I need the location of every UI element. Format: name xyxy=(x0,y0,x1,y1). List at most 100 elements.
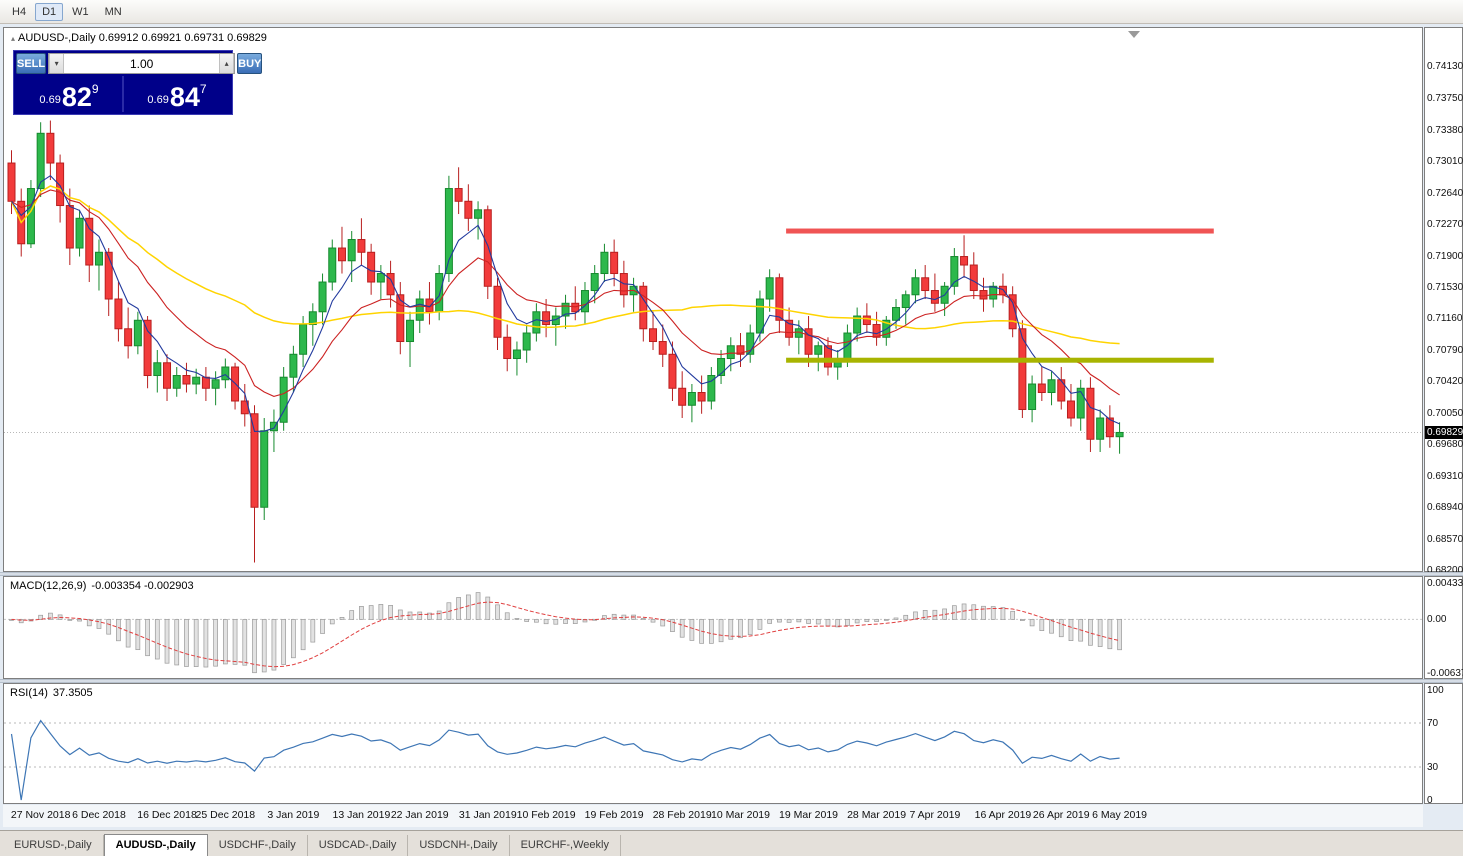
sell-price-big-digits: 82 xyxy=(61,82,92,112)
volume-spinner-down-icon[interactable]: ▾ xyxy=(49,54,65,73)
rsi-value: 37.3505 xyxy=(52,687,93,699)
chart-ohlc-values: 0.69912 0.69921 0.69731 0.69829 xyxy=(98,32,267,44)
rsi-axis[interactable]: 100 70 30 0 xyxy=(1424,683,1463,806)
moving-average-45 xyxy=(10,185,1120,345)
date-axis-label: 27 Nov 2018 xyxy=(10,809,71,821)
macd-axis[interactable]: 0.004331 0.00 -0.006371 xyxy=(1424,576,1463,679)
sell-price-display[interactable]: 0.69 82 9 xyxy=(16,76,122,112)
volume-input[interactable] xyxy=(64,54,220,73)
rsi-label: RSI(14) 37.3505 xyxy=(10,687,93,699)
timeframe-button-w1[interactable]: W1 xyxy=(65,3,96,21)
candlestick-series xyxy=(7,120,1124,563)
one-click-trading-panel: SELL ▾ ▴ BUY 0.69 82 9 0.69 84 7 xyxy=(13,50,263,115)
moving-average-13 xyxy=(11,189,1120,397)
price-axis-label: 0.69310 xyxy=(1427,470,1463,482)
timeframe-toolbar: H4 D1 W1 MN xyxy=(0,0,1463,24)
date-axis-label: 10 Feb 2019 xyxy=(516,809,576,821)
macd-axis-label: 0.00 xyxy=(1427,614,1447,626)
date-axis[interactable]: 27 Nov 2018 6 Dec 2018 16 Dec 2018 25 Dec 2… xyxy=(3,805,1423,827)
timeframe-button-h4[interactable]: H4 xyxy=(5,3,33,21)
buy-price-big-digits: 84 xyxy=(169,82,200,112)
chart-tab-eurusd[interactable]: EURUSD-,Daily xyxy=(3,835,104,856)
trade-controls-row: SELL ▾ ▴ BUY xyxy=(16,53,263,74)
panel-splitter[interactable] xyxy=(0,572,1463,576)
chart-tab-bar: EURUSD-,Daily AUDUSD-,Daily USDCHF-,Daily U… xyxy=(0,830,1463,856)
date-axis-label: 22 Jan 2019 xyxy=(390,809,449,821)
date-axis-label: 6 May 2019 xyxy=(1092,809,1148,821)
chart-tab-usdchf[interactable]: USDCHF-,Daily xyxy=(208,835,308,856)
rsi-panel: RSI(14) 37.3505 xyxy=(3,683,1423,804)
price-axis-label: 0.68940 xyxy=(1427,502,1463,514)
volume-control: ▾ ▴ xyxy=(48,53,236,74)
price-axis-label: 0.70790 xyxy=(1427,344,1463,356)
date-axis-label: 28 Feb 2019 xyxy=(652,809,712,821)
date-axis-label: 25 Dec 2018 xyxy=(195,809,256,821)
current-price-tag: 0.69829 xyxy=(1425,425,1463,439)
macd-values: -0.003354 -0.002903 xyxy=(91,580,194,592)
date-axis-label: 19 Feb 2019 xyxy=(584,809,644,821)
price-axis-label: 0.74130 xyxy=(1427,61,1463,72)
buy-price-prefix: 0.69 xyxy=(147,94,169,106)
timeframe-button-d1[interactable]: D1 xyxy=(35,2,64,21)
price-axis-label: 0.72640 xyxy=(1427,187,1463,199)
price-axis-label: 0.69680 xyxy=(1427,439,1463,451)
rsi-axis-label: 0 xyxy=(1427,795,1433,806)
date-axis-label: 28 Mar 2019 xyxy=(847,809,907,821)
macd-canvas[interactable] xyxy=(4,577,1422,678)
collapse-panel-icon[interactable]: ▴ xyxy=(11,34,16,43)
volume-spinner-up-icon[interactable]: ▴ xyxy=(219,54,235,73)
main-chart-panel: ▴ AUDUSD-,Daily 0.69912 0.69921 0.69731 0… xyxy=(3,27,1423,572)
price-axis-label: 0.73380 xyxy=(1427,124,1463,136)
price-axis-label: 0.68200 xyxy=(1427,564,1463,576)
price-axis[interactable]: 0.74130 0.73750 0.73380 0.73010 0.72640 0.722… xyxy=(1424,27,1463,576)
price-axis-label: 0.73010 xyxy=(1427,156,1463,168)
date-axis-label: 16 Apr 2019 xyxy=(974,809,1032,821)
date-axis-label: 3 Jan 2019 xyxy=(267,809,320,821)
chart-symbol-label: AUDUSD-,Daily xyxy=(18,32,96,44)
price-axis-label: 0.72270 xyxy=(1427,219,1463,231)
price-axis-label: 0.70420 xyxy=(1427,376,1463,388)
macd-axis-label: 0.004331 xyxy=(1427,578,1463,589)
panel-splitter[interactable] xyxy=(0,679,1463,683)
rsi-line xyxy=(10,719,1120,801)
price-axis-label: 0.70050 xyxy=(1427,407,1463,419)
date-axis-label: 26 Apr 2019 xyxy=(1032,809,1090,821)
chart-tab-usdcad[interactable]: USDCAD-,Daily xyxy=(308,835,409,856)
support-line[interactable] xyxy=(786,357,1214,363)
date-axis-label: 10 Mar 2019 xyxy=(711,809,770,821)
chart-tab-eurchf[interactable]: EURCHF-,Weekly xyxy=(510,835,621,856)
sell-button[interactable]: SELL xyxy=(16,53,47,74)
chart-shift-marker-icon[interactable] xyxy=(1128,31,1140,38)
chart-tab-usdcnh[interactable]: USDCNH-,Daily xyxy=(408,835,510,856)
rsi-axis-label: 100 xyxy=(1427,685,1444,696)
macd-signal-line xyxy=(11,601,1120,668)
date-axis-label: 16 Dec 2018 xyxy=(137,809,197,821)
macd-label: MACD(12,26,9) -0.003354 -0.002903 xyxy=(10,580,194,592)
chart-tab-audusd[interactable]: AUDUSD-,Daily xyxy=(103,834,208,856)
rsi-axis-label: 70 xyxy=(1427,718,1439,729)
macd-indicator-name: MACD(12,26,9) xyxy=(10,580,87,592)
macd-panel: MACD(12,26,9) -0.003354 -0.002903 xyxy=(3,576,1423,679)
price-axis-label: 0.71160 xyxy=(1427,313,1463,325)
buy-button[interactable]: BUY xyxy=(237,53,263,74)
macd-axis-label: -0.006371 xyxy=(1427,668,1463,679)
rsi-axis-label: 30 xyxy=(1427,762,1439,773)
date-axis-label: 6 Dec 2018 xyxy=(72,809,126,821)
sell-price-prefix: 0.69 xyxy=(39,94,61,106)
trade-prices-row: 0.69 82 9 0.69 84 7 xyxy=(16,76,230,112)
chart-header: ▴ AUDUSD-,Daily 0.69912 0.69921 0.69731 0… xyxy=(11,32,267,44)
price-axis-label: 0.71530 xyxy=(1427,281,1463,293)
timeframe-button-mn[interactable]: MN xyxy=(98,3,129,21)
resistance-line[interactable] xyxy=(786,228,1214,234)
rsi-canvas[interactable] xyxy=(4,684,1422,803)
date-axis-label: 31 Jan 2019 xyxy=(458,809,517,821)
macd-histogram xyxy=(9,592,1122,674)
price-axis-label: 0.73750 xyxy=(1427,93,1463,105)
sell-price-pip-digit: 9 xyxy=(91,82,99,96)
price-axis-label: 0.71900 xyxy=(1427,250,1463,262)
moving-average-5 xyxy=(11,174,1120,432)
rsi-indicator-name: RSI(14) xyxy=(10,687,48,699)
main-chart-canvas[interactable] xyxy=(4,28,1422,571)
buy-price-display[interactable]: 0.69 84 7 xyxy=(124,76,230,112)
